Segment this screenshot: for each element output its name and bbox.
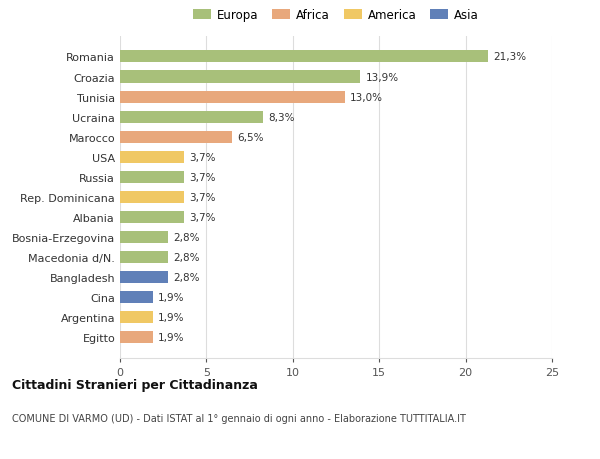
Bar xyxy=(120,131,232,143)
Text: 1,9%: 1,9% xyxy=(158,332,185,342)
Bar xyxy=(120,252,169,263)
Bar xyxy=(120,311,153,324)
Text: 3,7%: 3,7% xyxy=(189,213,215,222)
Bar xyxy=(120,171,184,183)
Bar xyxy=(120,151,184,163)
Text: 8,3%: 8,3% xyxy=(269,112,295,123)
Text: 2,8%: 2,8% xyxy=(173,272,200,282)
Bar xyxy=(120,191,184,203)
Text: 2,8%: 2,8% xyxy=(173,252,200,263)
Bar xyxy=(120,112,263,123)
Text: 1,9%: 1,9% xyxy=(158,292,185,302)
Bar xyxy=(120,212,184,224)
Bar xyxy=(120,231,169,243)
Text: 3,7%: 3,7% xyxy=(189,173,215,182)
Bar xyxy=(120,91,344,103)
Legend: Europa, Africa, America, Asia: Europa, Africa, America, Asia xyxy=(191,7,481,24)
Text: 1,9%: 1,9% xyxy=(158,313,185,322)
Text: 21,3%: 21,3% xyxy=(493,52,526,62)
Text: 3,7%: 3,7% xyxy=(189,152,215,162)
Bar xyxy=(120,291,153,303)
Text: 13,9%: 13,9% xyxy=(365,73,398,82)
Bar xyxy=(120,71,360,84)
Bar xyxy=(120,51,488,63)
Text: 2,8%: 2,8% xyxy=(173,232,200,242)
Bar xyxy=(120,331,153,343)
Text: 6,5%: 6,5% xyxy=(238,132,264,142)
Text: Cittadini Stranieri per Cittadinanza: Cittadini Stranieri per Cittadinanza xyxy=(12,379,258,392)
Text: COMUNE DI VARMO (UD) - Dati ISTAT al 1° gennaio di ogni anno - Elaborazione TUTT: COMUNE DI VARMO (UD) - Dati ISTAT al 1° … xyxy=(12,413,466,423)
Text: 13,0%: 13,0% xyxy=(350,92,383,102)
Text: 3,7%: 3,7% xyxy=(189,192,215,202)
Bar xyxy=(120,271,169,283)
